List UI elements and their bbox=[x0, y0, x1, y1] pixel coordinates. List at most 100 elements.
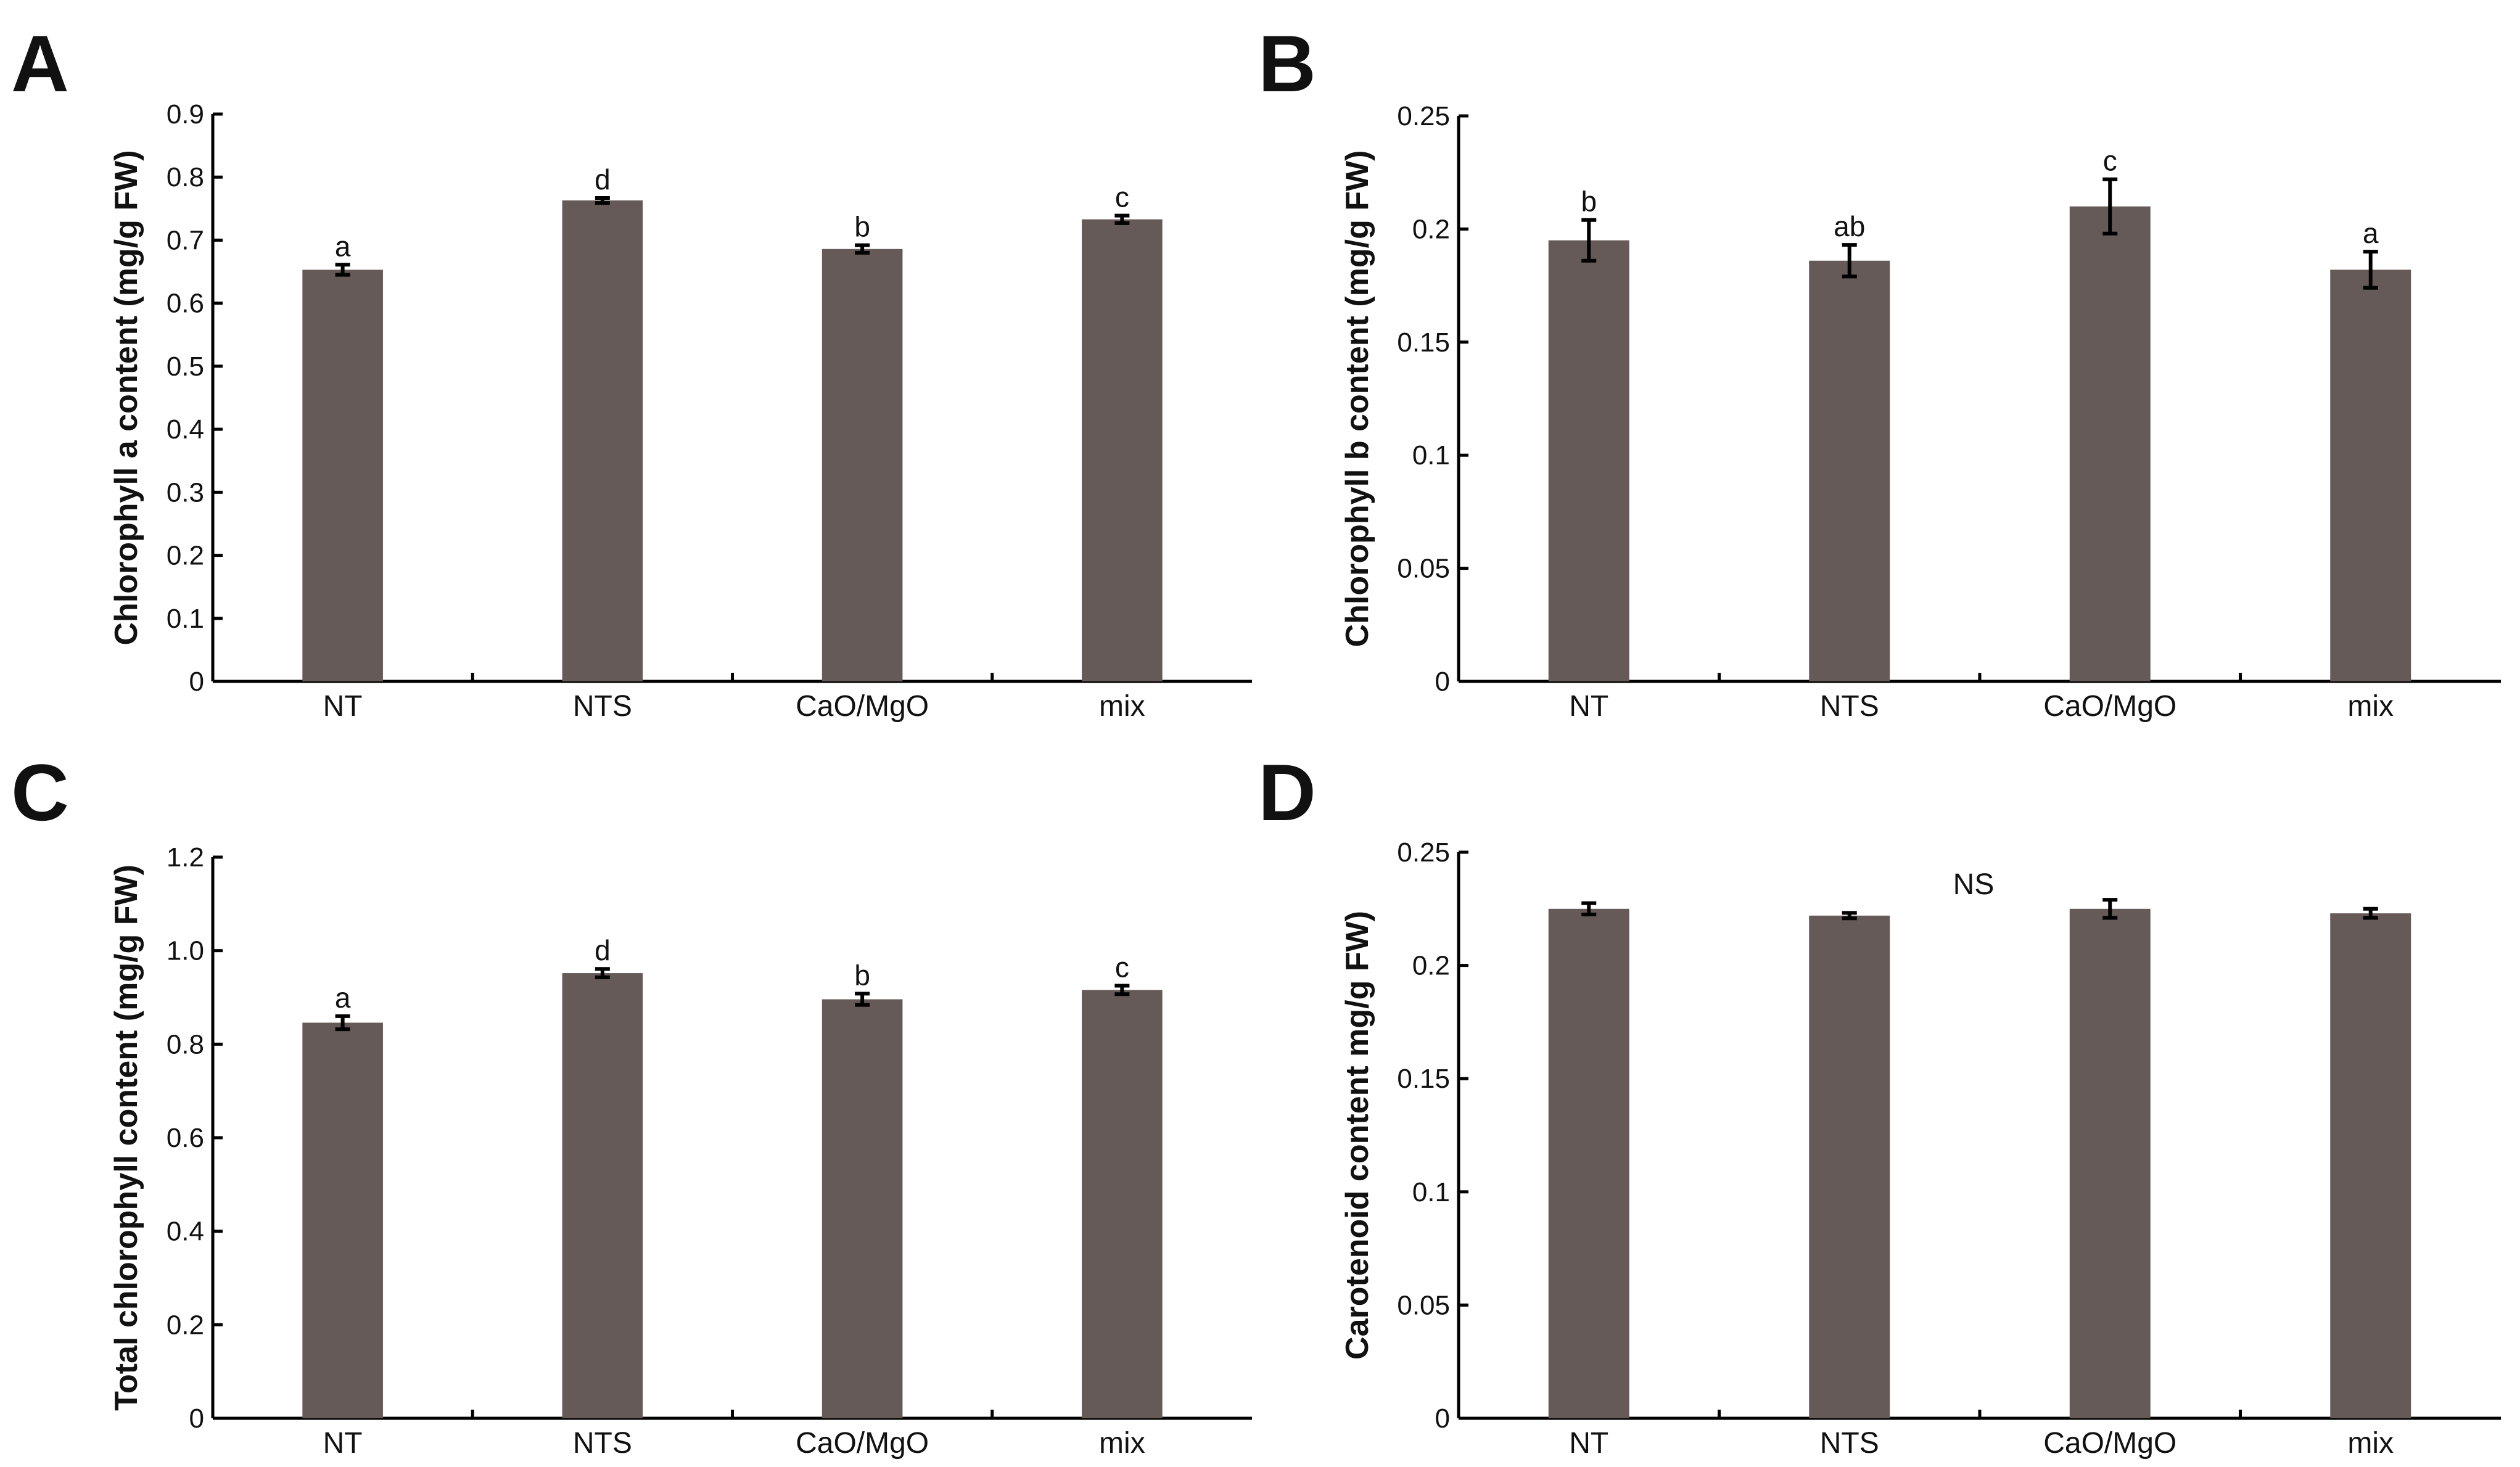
panel-letter-b: B bbox=[1258, 18, 1316, 109]
y-tick-label-d: 0.2 bbox=[1412, 951, 1450, 981]
x-category-label-b: mix bbox=[2347, 690, 2394, 723]
y-tick-label-a: 0.4 bbox=[167, 414, 204, 445]
bar-c-1 bbox=[302, 1022, 383, 1418]
bar-c-3 bbox=[821, 999, 903, 1418]
y-tick-label-c: 0 bbox=[189, 1403, 204, 1434]
panel-a: A Chlorophyll a content (mg/g FW) 0 0.1 0.2 0… bbox=[11, 18, 1252, 723]
y-tick-label-a: 0 bbox=[189, 667, 204, 697]
bar-a-2 bbox=[562, 200, 643, 681]
not-significant-label: NS bbox=[1953, 868, 1995, 901]
y-tick-label-b: 0.15 bbox=[1397, 327, 1450, 358]
panel-d: D Carotenoid content mg/g FW) 0 0.05 0.1 0.15… bbox=[1258, 747, 2501, 1460]
error-bar-c-1 bbox=[335, 1014, 350, 1032]
y-tick-label-d: 0 bbox=[1435, 1403, 1450, 1434]
y-tick-label-a: 0.1 bbox=[167, 604, 204, 634]
error-bar-a-2 bbox=[595, 195, 610, 205]
bar-d-1 bbox=[1548, 908, 1629, 1418]
sig-letter-a-2: d bbox=[595, 163, 611, 195]
y-tick-label-a: 0.3 bbox=[167, 477, 204, 507]
error-bar-a-3 bbox=[855, 243, 870, 255]
error-bar-b-2 bbox=[1842, 243, 1857, 279]
sig-letter-a-1: a bbox=[335, 230, 351, 262]
bar-b-3 bbox=[2069, 206, 2151, 682]
bar-a-1 bbox=[302, 269, 383, 681]
y-tick-label-a: 0.2 bbox=[167, 541, 204, 571]
sig-letter-a-3: b bbox=[854, 211, 870, 243]
y-axis-title-d: Carotenoid content mg/g FW) bbox=[1340, 911, 1375, 1360]
y-tick-label-d: 0.1 bbox=[1412, 1177, 1450, 1207]
bar-d-2 bbox=[1809, 915, 1890, 1418]
bar-a-3 bbox=[821, 249, 903, 681]
y-axis-title-c: Total chlorophyll content (mg/g FW) bbox=[109, 865, 144, 1411]
x-category-label-a: CaO/MgO bbox=[796, 690, 929, 723]
sig-letter-a-4: c bbox=[1115, 181, 1129, 213]
sig-letter-c-3: b bbox=[854, 959, 870, 991]
error-bar-d-4 bbox=[2363, 906, 2378, 920]
bar-b-2 bbox=[1809, 260, 1890, 681]
panel-b: B Chlorophyll b content (mg/g FW) 0 0.05 0.1… bbox=[1258, 18, 2501, 723]
y-tick-label-b: 0.25 bbox=[1397, 101, 1450, 131]
error-bar-b-3 bbox=[2102, 177, 2118, 236]
y-tick-label-c: 0.2 bbox=[167, 1310, 204, 1340]
y-tick-label-b: 0.1 bbox=[1412, 440, 1450, 471]
bar-d-4 bbox=[2330, 913, 2411, 1418]
error-bar-b-4 bbox=[2363, 250, 2378, 290]
x-category-label-b: NTS bbox=[1820, 690, 1879, 723]
sig-letter-c-1: a bbox=[335, 982, 351, 1014]
error-bar-a-1 bbox=[335, 263, 350, 277]
y-tick-label-b: 0.05 bbox=[1397, 554, 1450, 584]
x-category-label-c: mix bbox=[1099, 1427, 1145, 1460]
y-tick-label-d: 0.15 bbox=[1397, 1064, 1450, 1094]
y-tick-label-c: 0.6 bbox=[167, 1123, 204, 1153]
bar-c-4 bbox=[1082, 990, 1163, 1418]
x-category-label-d: CaO/MgO bbox=[2043, 1427, 2176, 1460]
x-category-label-d: NTS bbox=[1820, 1427, 1879, 1460]
x-category-label-a: mix bbox=[1099, 690, 1145, 723]
sig-letter-c-4: c bbox=[1115, 951, 1129, 984]
sig-letter-b-4: a bbox=[2363, 217, 2379, 249]
error-bar-c-4 bbox=[1114, 984, 1130, 996]
x-category-label-c: CaO/MgO bbox=[796, 1427, 929, 1460]
sig-letter-b-2: ab bbox=[1834, 210, 1865, 242]
error-bar-b-1 bbox=[1581, 218, 1597, 263]
error-bar-d-3 bbox=[2102, 898, 2118, 920]
error-bar-c-2 bbox=[595, 967, 610, 979]
error-bar-d-1 bbox=[1581, 901, 1597, 916]
panel-letter-c: C bbox=[11, 747, 69, 837]
bar-c-2 bbox=[562, 973, 643, 1418]
error-bar-a-4 bbox=[1114, 213, 1130, 225]
y-tick-label-b: 0 bbox=[1435, 667, 1450, 697]
panel-letter-d: D bbox=[1258, 747, 1316, 837]
bar-b-1 bbox=[1548, 240, 1629, 681]
error-bar-d-2 bbox=[1842, 911, 1857, 921]
x-category-label-c: NTS bbox=[573, 1427, 632, 1460]
x-category-label-a: NTS bbox=[573, 690, 632, 723]
x-category-label-d: NT bbox=[1569, 1427, 1608, 1460]
y-axis-title-a: Chlorophyll a content (mg/g FW) bbox=[109, 150, 144, 645]
sig-letter-b-3: c bbox=[2103, 145, 2117, 177]
x-category-label-b: CaO/MgO bbox=[2043, 690, 2176, 723]
y-tick-label-a: 0.5 bbox=[167, 351, 204, 382]
panel-letter-a: A bbox=[11, 18, 69, 109]
y-tick-label-c: 1.0 bbox=[167, 936, 204, 966]
y-axis-title-b: Chlorophyll b content (mg/g FW) bbox=[1340, 150, 1375, 647]
sig-letter-c-2: d bbox=[595, 934, 611, 966]
y-tick-label-d: 0.25 bbox=[1397, 837, 1450, 868]
x-category-label-c: NT bbox=[323, 1427, 363, 1460]
y-tick-label-c: 0.8 bbox=[167, 1029, 204, 1059]
y-tick-label-a: 0.6 bbox=[167, 289, 204, 319]
sig-letter-b-1: b bbox=[1581, 186, 1597, 218]
y-tick-label-a: 0.8 bbox=[167, 162, 204, 192]
panel-c: C Total chlorophyll content (mg/g FW) 0 0.2… bbox=[11, 747, 1252, 1460]
y-tick-label-a: 0.9 bbox=[167, 99, 204, 129]
y-tick-label-a: 0.7 bbox=[167, 225, 204, 255]
y-tick-label-b: 0.2 bbox=[1412, 214, 1450, 244]
x-category-label-a: NT bbox=[323, 690, 363, 723]
x-category-label-b: NT bbox=[1569, 690, 1608, 723]
bar-b-4 bbox=[2330, 269, 2411, 681]
y-tick-label-c: 0.4 bbox=[167, 1217, 204, 1247]
x-category-label-d: mix bbox=[2347, 1427, 2394, 1460]
bar-a-4 bbox=[1082, 219, 1163, 681]
y-tick-label-c: 1.2 bbox=[167, 842, 204, 873]
bar-d-3 bbox=[2069, 908, 2151, 1418]
